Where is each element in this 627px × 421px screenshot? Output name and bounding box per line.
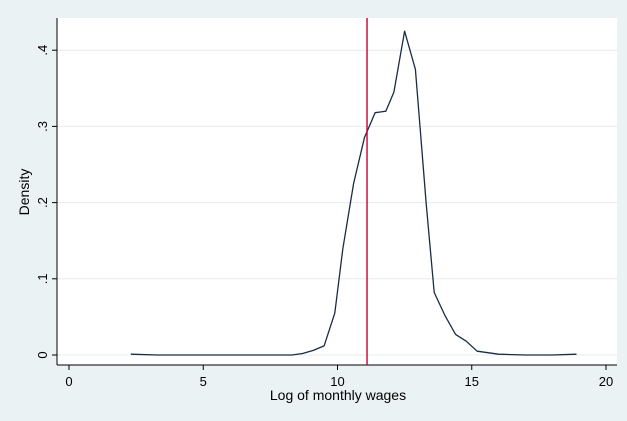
- x-tick-label: 15: [465, 374, 479, 389]
- x-tick-label: 10: [330, 374, 344, 389]
- x-axis-ticks: 0 5 10 15 20: [65, 365, 613, 389]
- x-axis-title: Log of monthly wages: [270, 387, 406, 403]
- x-tick-label: 20: [599, 374, 613, 389]
- y-tick-label: .3: [35, 121, 50, 132]
- y-axis-title: Density: [16, 169, 32, 216]
- y-tick-label: .4: [35, 45, 50, 56]
- y-tick-label: .2: [35, 197, 50, 208]
- plot-area: [57, 18, 617, 365]
- x-tick-label: 5: [200, 374, 207, 389]
- series-layer: [130, 30, 577, 356]
- density-line: [130, 30, 577, 356]
- x-tick-label: 0: [65, 374, 72, 389]
- y-tick-label: 0: [35, 351, 50, 358]
- y-tick-label: .1: [35, 273, 50, 284]
- y-axis-ticks: 0 .1 .2 .3 .4: [35, 45, 57, 359]
